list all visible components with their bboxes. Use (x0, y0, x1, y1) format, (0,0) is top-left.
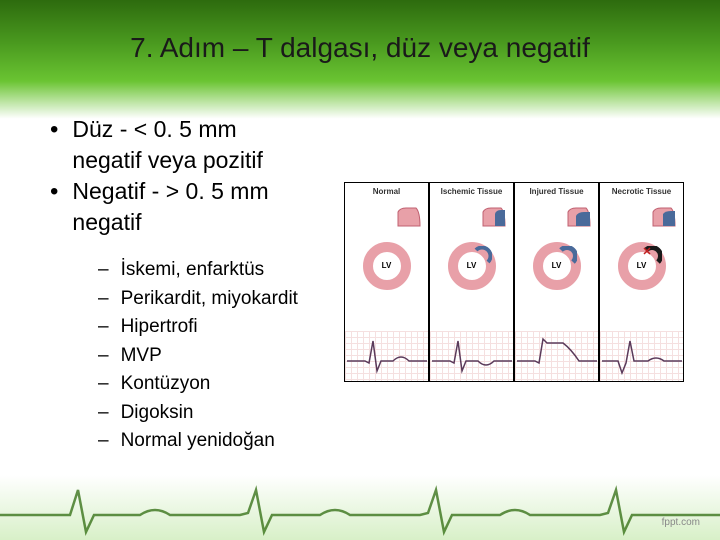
dash-icon: – (98, 285, 109, 314)
lv-ring: LV (533, 242, 581, 290)
injured-marker-icon (557, 246, 577, 266)
necrotic-marker-icon (642, 246, 662, 266)
dash-icon: – (98, 427, 109, 456)
bullet-1-line-2: negatif veya pozitif (72, 147, 263, 173)
lv-label: LV (382, 261, 392, 270)
lv-ring: LV (618, 242, 666, 290)
bullet-2-line-1: Negatif - > 0. 5 mm (72, 178, 268, 204)
dash-icon: – (98, 313, 109, 342)
ecg-normal (345, 331, 428, 381)
ischemic-marker-icon (472, 246, 492, 266)
action-potential-icon (651, 206, 677, 228)
sub-item: –Normal yenidoğan (98, 427, 670, 456)
ecg-injured (515, 331, 598, 381)
panel-necrotic: Necrotic Tissue LV (600, 183, 683, 381)
bullet-1-line-1: Düz - < 0. 5 mm (72, 116, 236, 142)
logo-text: fppt.com (662, 517, 700, 528)
bullet-2-line-2: negatif (72, 209, 141, 235)
panel-title-4: Necrotic Tissue (600, 183, 683, 200)
dash-icon: – (98, 342, 109, 371)
dash-icon: – (98, 370, 109, 399)
sub-4: MVP (121, 342, 162, 371)
bullet-dot: • (50, 176, 58, 208)
panel-ischemic: Ischemic Tissue LV (430, 183, 515, 381)
panel-injured: Injured Tissue LV (515, 183, 600, 381)
slide-title: 7. Adım – T dalgası, düz veya negatif (0, 32, 720, 64)
ecg-necrotic (600, 331, 683, 381)
sub-item: –Digoksin (98, 399, 670, 428)
sub-2: Perikardit, miyokardit (121, 285, 298, 314)
tissue-diagram: Normal LV Ischemic Tissue LV Injured Tis… (344, 182, 684, 382)
sub-3: Hipertrofi (121, 313, 198, 342)
panel-title-1: Normal (345, 183, 428, 200)
bullet-1: • Düz - < 0. 5 mm negatif veya pozitif (50, 114, 670, 176)
panel-title-2: Ischemic Tissue (430, 183, 513, 200)
ecg-ischemic (430, 331, 513, 381)
sub-7: Normal yenidoğan (121, 427, 275, 456)
bullet-dot: • (50, 114, 58, 146)
sub-5: Kontüzyon (121, 370, 211, 399)
dash-icon: – (98, 256, 109, 285)
action-potential-icon (396, 206, 422, 228)
ecg-background-icon (0, 480, 720, 540)
action-potential-icon (481, 206, 507, 228)
lv-ring: LV (363, 242, 411, 290)
panel-title-3: Injured Tissue (515, 183, 598, 200)
sub-6: Digoksin (121, 399, 194, 428)
dash-icon: – (98, 399, 109, 428)
panel-normal: Normal LV (345, 183, 430, 381)
action-potential-icon (566, 206, 592, 228)
sub-1: İskemi, enfarktüs (121, 256, 265, 285)
lv-ring: LV (448, 242, 496, 290)
